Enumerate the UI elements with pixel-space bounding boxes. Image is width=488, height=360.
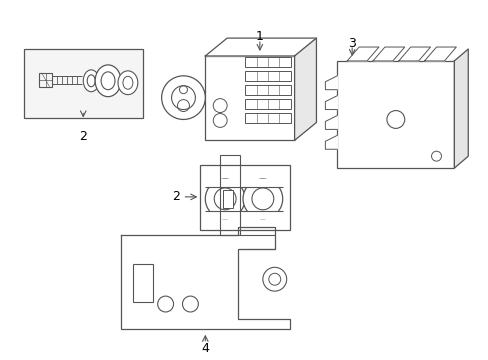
- Circle shape: [162, 76, 205, 120]
- Bar: [245, 71, 290, 81]
- Ellipse shape: [118, 71, 138, 95]
- Ellipse shape: [95, 65, 121, 96]
- Polygon shape: [453, 49, 468, 168]
- Bar: [205, 56, 294, 140]
- Bar: [200, 165, 289, 230]
- Bar: [245, 85, 290, 95]
- Bar: [39, 73, 52, 87]
- Polygon shape: [398, 47, 429, 61]
- Bar: [243, 211, 282, 219]
- Polygon shape: [325, 135, 337, 149]
- Ellipse shape: [83, 70, 99, 92]
- Polygon shape: [325, 116, 337, 129]
- Bar: [245, 113, 290, 123]
- Polygon shape: [346, 47, 378, 61]
- Circle shape: [243, 179, 282, 219]
- Polygon shape: [424, 47, 455, 61]
- Bar: [205, 179, 244, 187]
- Text: 1: 1: [255, 30, 264, 42]
- Polygon shape: [372, 47, 404, 61]
- Polygon shape: [325, 96, 337, 109]
- Polygon shape: [294, 38, 316, 140]
- Text: 4: 4: [201, 342, 209, 355]
- Bar: [205, 211, 244, 219]
- Bar: [243, 179, 282, 187]
- Circle shape: [205, 179, 244, 219]
- Bar: [133, 264, 152, 302]
- Bar: [245, 99, 290, 109]
- Polygon shape: [325, 76, 337, 90]
- Polygon shape: [205, 38, 316, 56]
- Bar: [24, 49, 142, 118]
- Text: 3: 3: [347, 37, 355, 50]
- Bar: [245, 57, 290, 67]
- Bar: [223, 190, 233, 208]
- Bar: [337, 61, 453, 168]
- Text: 2: 2: [79, 130, 87, 143]
- Text: 2: 2: [172, 190, 180, 203]
- Bar: [220, 155, 240, 235]
